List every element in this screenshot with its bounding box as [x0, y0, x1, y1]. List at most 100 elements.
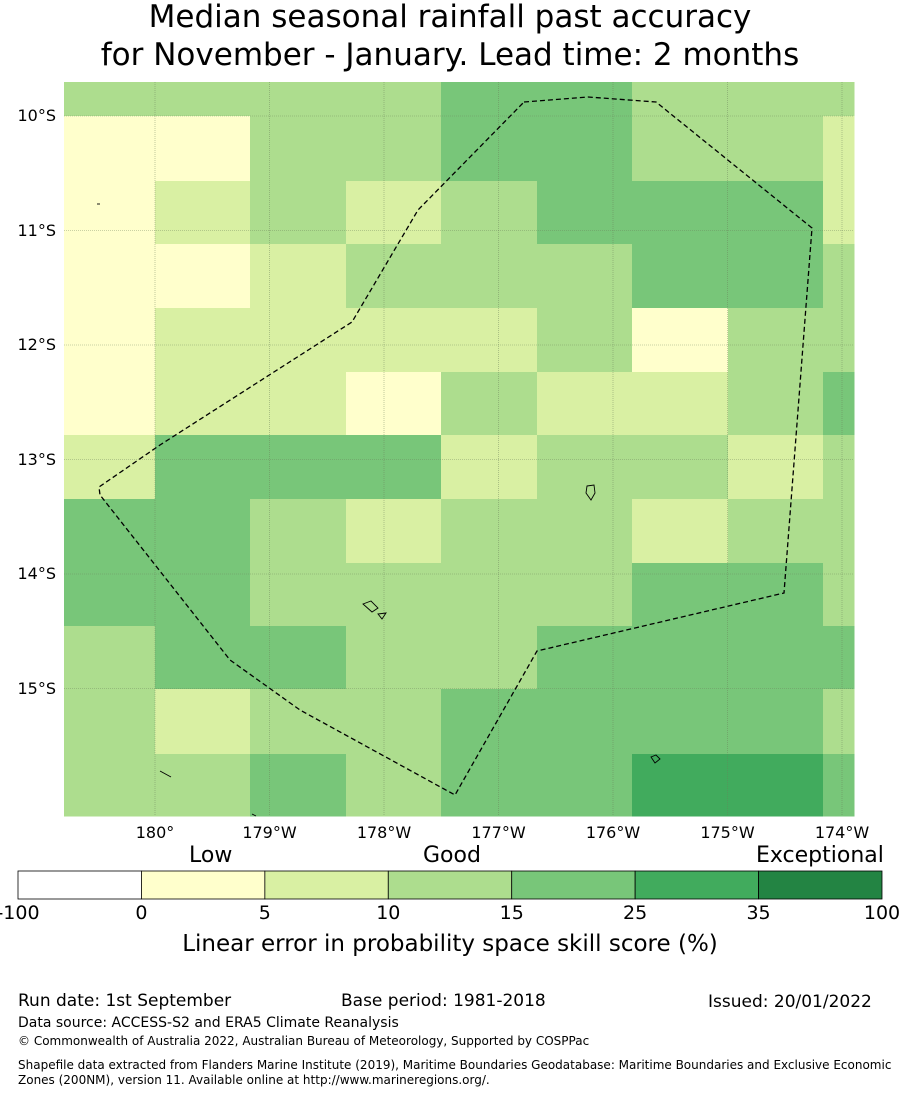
grid-cell: [346, 116, 442, 182]
grid-cell: [441, 626, 538, 690]
grid-cell: [632, 435, 729, 500]
grid-cell: [250, 181, 347, 245]
colorbar: [17, 870, 883, 900]
grid-cell: [64, 754, 156, 817]
longitude-label: 179°W: [242, 823, 297, 842]
grid-cell: [155, 372, 251, 436]
colorbar-segment: [758, 870, 883, 900]
grid-cell: [250, 689, 347, 755]
island-wallis-2: [377, 612, 387, 620]
grid-cell: [537, 244, 633, 309]
latitude-label: 14°S: [17, 564, 56, 583]
colorbar-segment: [634, 870, 759, 900]
grid-cell: [64, 82, 156, 117]
colorbar-segment: [387, 870, 513, 900]
grid-cell: [728, 754, 824, 817]
grid-cell: [728, 499, 824, 564]
colorbar-tick-label: 0: [135, 902, 148, 924]
grid-cell: [441, 689, 538, 755]
grid-cell: [250, 626, 347, 690]
colorbar-segment: [141, 870, 266, 900]
island-north: [585, 484, 596, 501]
grid-cell: [632, 563, 729, 627]
islands: [97, 203, 661, 817]
grid-cell: [346, 181, 442, 245]
grid-cell: [537, 308, 633, 373]
grid-cell: [64, 435, 156, 500]
grid-cell: [155, 499, 251, 564]
grid-cell: [728, 372, 824, 436]
grid-cell: [346, 244, 442, 309]
grid-cell: [728, 435, 824, 500]
longitude-label: 175°W: [700, 823, 755, 842]
grid-cell: [728, 116, 824, 182]
grid-cell: [250, 435, 347, 500]
grid-cell: [537, 181, 633, 245]
grid-cell: [728, 626, 824, 690]
island-edge: [251, 813, 257, 817]
grid-cell: [441, 116, 538, 182]
grid-cell: [346, 435, 442, 500]
latitude-label: 10°S: [17, 106, 56, 125]
category-low: Low: [189, 843, 233, 868]
island-wallis: [362, 600, 379, 613]
longitude-label: 177°W: [471, 823, 526, 842]
grid-cell: [64, 626, 156, 690]
grid-cell: [64, 244, 156, 309]
colorbar-tick-label: 35: [746, 902, 771, 924]
grid-cell: [346, 689, 442, 755]
grid-cell: [728, 244, 824, 309]
grid-cell: [823, 308, 855, 373]
grid-cell: [64, 563, 156, 627]
data-source: Data source: ACCESS-S2 and ERA5 Climate …: [18, 1015, 399, 1031]
grid-cell: [155, 244, 251, 309]
grid-cell: [537, 116, 633, 182]
colorbar-tick-label: 100: [863, 902, 900, 924]
grid-cell: [155, 116, 251, 182]
grid-cell: [250, 244, 347, 309]
grid-cell: [155, 181, 251, 245]
grid-cell: [537, 372, 633, 436]
grid-cell: [64, 308, 156, 373]
longitude-label: 178°W: [356, 823, 412, 842]
longitude-label: 174°W: [814, 823, 870, 842]
grid-cell: [537, 626, 633, 690]
grid-cell: [155, 563, 251, 627]
grid-cell: [823, 626, 855, 690]
longitude-label: 180°: [135, 823, 175, 842]
grid-cell: [64, 372, 156, 436]
grid-cell: [441, 244, 538, 309]
run-date: Run date: 1st September: [18, 991, 232, 1011]
grid-cell: [632, 244, 729, 309]
grid-cell: [823, 563, 855, 627]
colorbar-tick-label: 5: [258, 902, 271, 924]
longitude-label: 176°W: [585, 823, 641, 842]
grid-cell: [823, 372, 855, 436]
colorbar-tick-label: 25: [623, 902, 648, 924]
colorbar-tick-label: 15: [499, 902, 524, 924]
grid-cell: [823, 82, 855, 117]
grid-cell: [346, 754, 442, 817]
grid-cell: [250, 82, 347, 117]
grid-cell: [537, 754, 633, 817]
grid-cell: [632, 181, 729, 245]
grid-cell: [155, 689, 251, 755]
grid-cell: [250, 563, 347, 627]
grid-cell: [632, 116, 729, 182]
grid-cell: [155, 626, 251, 690]
grid-cell: [632, 372, 729, 436]
grid-cell: [728, 82, 824, 117]
grid-cell: [823, 499, 855, 564]
skill-grid: [64, 82, 855, 817]
grid-cell: [155, 82, 251, 117]
grid-cell: [346, 499, 442, 564]
colorbar-title: Linear error in probability space skill …: [182, 931, 718, 957]
island-west: [159, 770, 172, 778]
colorbar-segment: [264, 870, 389, 900]
grid-cell: [441, 563, 538, 627]
grid-cell: [823, 116, 855, 182]
grid-cell: [64, 689, 156, 755]
base-period: Base period: 1981-2018: [341, 991, 546, 1011]
grid-cell: [346, 82, 442, 117]
